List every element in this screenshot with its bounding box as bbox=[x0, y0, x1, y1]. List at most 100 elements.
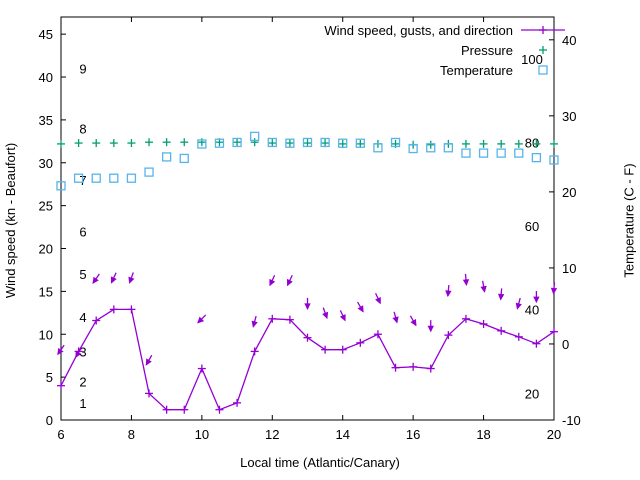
x-tick-label: 16 bbox=[406, 427, 420, 442]
wind-direction-arrow bbox=[286, 274, 293, 287]
temperature-marker bbox=[109, 173, 119, 183]
wind-speed-marker bbox=[268, 314, 277, 323]
x-tick-label: 18 bbox=[476, 427, 490, 442]
wind-speed-marker bbox=[250, 347, 259, 356]
y-tick-label-right: -10 bbox=[562, 413, 581, 428]
y-tick-label-left: 35 bbox=[39, 113, 53, 128]
y-tick-label-right: 0 bbox=[562, 337, 569, 352]
pressure-marker bbox=[303, 139, 312, 148]
fahrenheit-label: 100 bbox=[521, 52, 543, 67]
y-tick-label-left: 10 bbox=[39, 327, 53, 342]
x-tick-label: 12 bbox=[265, 427, 279, 442]
pressure-marker bbox=[180, 138, 189, 147]
wind-speed-marker bbox=[145, 389, 154, 398]
wind-speed-marker bbox=[303, 333, 312, 342]
temperature-marker bbox=[232, 137, 242, 148]
temperature-marker bbox=[549, 155, 559, 165]
pressure-marker bbox=[233, 138, 242, 147]
wind-direction-arrow bbox=[92, 273, 100, 284]
temperature-marker bbox=[531, 153, 542, 163]
wind-direction-arrow bbox=[110, 272, 117, 284]
wind-speed-marker bbox=[197, 364, 206, 373]
wind-direction-arrow bbox=[75, 347, 82, 359]
temperature-marker bbox=[302, 137, 313, 148]
wind-direction-arrow bbox=[57, 344, 65, 356]
beaufort-label: 4 bbox=[79, 310, 86, 325]
x-tick-label: 6 bbox=[57, 427, 64, 442]
fahrenheit-label: 40 bbox=[525, 303, 539, 318]
beaufort-label: 6 bbox=[79, 224, 86, 239]
temperature-marker bbox=[214, 138, 225, 148]
wind-speed-marker bbox=[92, 316, 101, 325]
temperature-marker bbox=[56, 181, 66, 191]
temperature-marker bbox=[250, 131, 260, 142]
temperature-marker bbox=[73, 173, 84, 183]
temperature-marker bbox=[461, 148, 471, 158]
pressure-marker bbox=[532, 139, 541, 148]
y-tick-label-left: 5 bbox=[46, 370, 53, 385]
legend-marker bbox=[521, 26, 565, 34]
temperature-marker bbox=[514, 148, 524, 158]
fahrenheit-label: 80 bbox=[525, 135, 539, 150]
y-tick-label-left: 20 bbox=[39, 242, 53, 257]
temperature-marker bbox=[443, 143, 454, 153]
beaufort-label: 5 bbox=[79, 267, 86, 282]
pressure-marker bbox=[250, 138, 259, 147]
legend-label: Pressure bbox=[461, 43, 513, 58]
y-tick-label-left: 15 bbox=[39, 284, 53, 299]
wind-speed-marker bbox=[409, 362, 418, 371]
wind-speed-marker bbox=[162, 405, 171, 414]
wind-speed-marker bbox=[391, 363, 400, 372]
pressure-marker bbox=[514, 139, 523, 148]
pressure-marker bbox=[426, 140, 435, 149]
wind-direction-arrow bbox=[128, 272, 135, 284]
temperature-marker bbox=[408, 143, 418, 154]
y-tick-label-right: 40 bbox=[562, 33, 576, 48]
pressure-marker bbox=[74, 139, 83, 148]
legend-marker bbox=[538, 65, 548, 75]
temperature-marker bbox=[144, 167, 154, 177]
temperature-marker bbox=[478, 148, 489, 158]
wind-direction-arrow bbox=[409, 315, 417, 327]
temperature-marker bbox=[126, 173, 137, 183]
beaufort-label: 1 bbox=[79, 396, 86, 411]
pressure-marker bbox=[461, 139, 470, 148]
wind-speed-marker bbox=[550, 327, 558, 336]
wind-speed-marker bbox=[338, 345, 347, 354]
wind-direction-arrow bbox=[445, 284, 452, 298]
wind-direction-arrow bbox=[357, 301, 364, 313]
temperature-marker bbox=[496, 148, 506, 158]
y-tick-label-left: 40 bbox=[39, 70, 53, 85]
pressure-marker bbox=[268, 139, 277, 148]
pressure-marker bbox=[479, 139, 488, 148]
beaufort-label: 9 bbox=[79, 61, 86, 76]
temperature-marker bbox=[355, 138, 365, 148]
temperature-marker bbox=[426, 143, 436, 153]
wind-direction-arrow bbox=[269, 274, 276, 287]
wind-direction-arrow bbox=[145, 354, 153, 366]
wind-speed-marker bbox=[356, 338, 365, 347]
pressure-marker bbox=[321, 139, 330, 148]
wind-speed-marker bbox=[426, 364, 435, 373]
y-tick-label-right: 10 bbox=[562, 261, 576, 276]
wind-direction-arrow bbox=[339, 310, 346, 322]
temperature-marker bbox=[285, 138, 295, 148]
y-tick-label-left: 45 bbox=[39, 27, 53, 42]
wind-speed-marker bbox=[461, 314, 470, 323]
pressure-marker bbox=[356, 139, 365, 148]
wind-direction-arrow bbox=[462, 273, 470, 287]
y-tick-label-left: 30 bbox=[39, 156, 53, 171]
wind-speed-marker bbox=[514, 332, 523, 341]
wind-speed-marker bbox=[109, 305, 118, 314]
beaufort-label: 2 bbox=[79, 374, 86, 389]
wind-direction-arrow bbox=[322, 307, 329, 320]
wind-speed-marker bbox=[532, 339, 541, 348]
wind-speed-marker bbox=[215, 405, 224, 414]
wind-direction-arrow bbox=[550, 282, 558, 295]
y-tick-label-right: 20 bbox=[562, 185, 576, 200]
pressure-marker bbox=[497, 139, 506, 148]
x-tick-label: 14 bbox=[335, 427, 349, 442]
x-tick-label: 8 bbox=[128, 427, 135, 442]
